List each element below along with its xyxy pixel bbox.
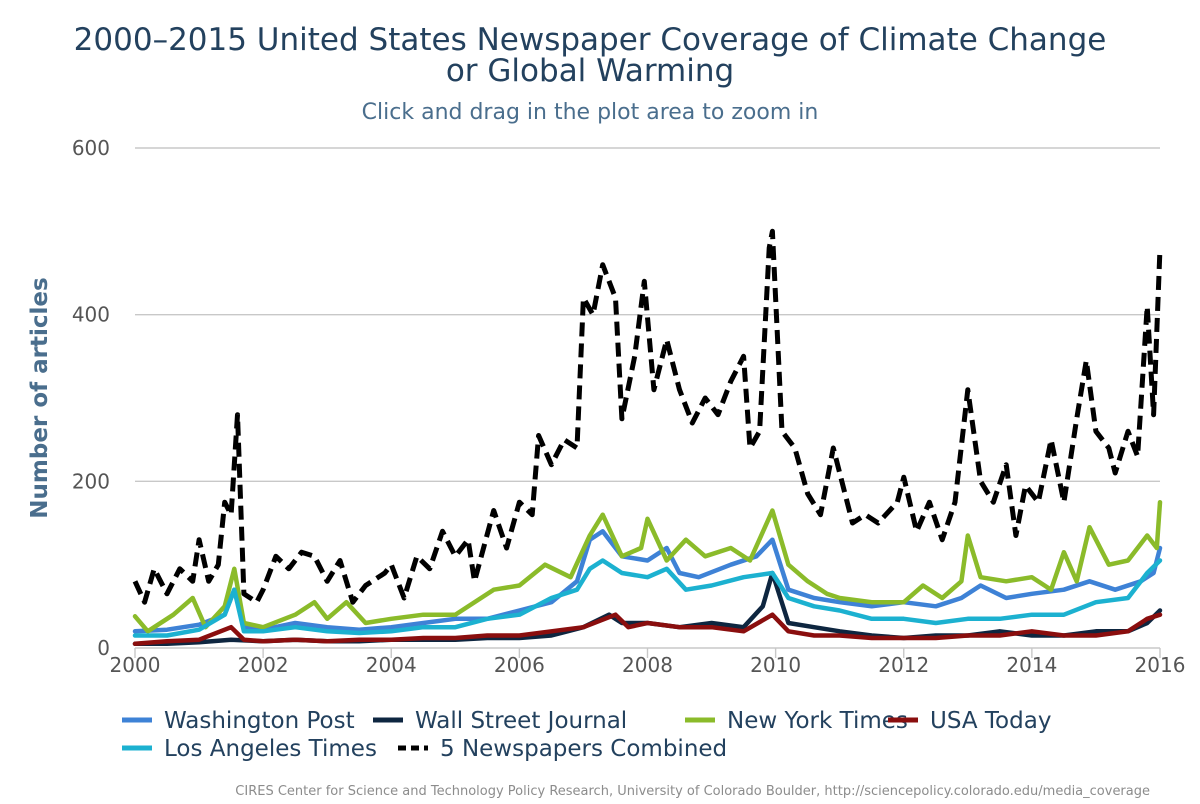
axes: 0 200 400 600 2000 2002 2004 2006 2008 2010 2012 20… <box>72 136 1186 677</box>
legend-item[interactable]: Wall Street Journal <box>373 708 627 734</box>
legend-item[interactable]: Washington Post <box>122 708 355 734</box>
grid <box>135 147 1160 483</box>
legend-item[interactable]: 5 Newspapers Combined <box>398 736 727 762</box>
x-tick-label: 2006 <box>494 653 545 677</box>
series-line-usa-today[interactable] <box>132 612 1163 647</box>
legend-label: Washington Post <box>164 708 355 734</box>
series-line-5-newspapers-combined[interactable] <box>132 228 1163 605</box>
series-line-washington-post[interactable] <box>132 529 1163 634</box>
y-tick-label: 400 <box>72 303 110 327</box>
x-tick-label: 2010 <box>750 653 801 677</box>
legend-label: New York Times <box>727 708 908 734</box>
legend-label: Los Angeles Times <box>164 736 377 762</box>
series-line-los-angeles-times[interactable] <box>132 558 1163 638</box>
x-tick-label: 2008 <box>622 653 673 677</box>
x-tick-label: 2004 <box>366 653 417 677</box>
y-tick-label: 200 <box>72 469 110 493</box>
x-tick-label: 2016 <box>1135 653 1186 677</box>
plot-series[interactable] <box>132 228 1163 647</box>
x-tick-label: 2002 <box>238 653 289 677</box>
chart-subtitle: Click and drag in the plot area to zoom … <box>362 100 819 125</box>
chart-title-line-1: 2000–2015 United States Newspaper Covera… <box>74 22 1107 58</box>
legend-item[interactable]: Los Angeles Times <box>122 736 377 762</box>
legend-label: USA Today <box>930 708 1051 734</box>
legend[interactable]: Washington Post Wall Street Journal New Yo… <box>122 708 1051 762</box>
legend-item[interactable]: New York Times <box>685 708 908 734</box>
legend-item[interactable]: USA Today <box>888 708 1051 734</box>
chart-credit[interactable]: CIRES Center for Science and Technology … <box>235 784 1150 799</box>
series-line-new-york-times[interactable] <box>132 499 1163 634</box>
y-tick-label: 0 <box>97 636 110 660</box>
y-axis-label: Number of articles <box>27 277 53 518</box>
x-tick-label: 2014 <box>1006 653 1057 677</box>
x-tick-label: 2000 <box>110 653 161 677</box>
chart-title-line-2: or Global Warming <box>446 53 734 89</box>
y-tick-label: 600 <box>72 136 110 160</box>
legend-label: 5 Newspapers Combined <box>440 736 727 762</box>
x-tick-label: 2012 <box>878 653 929 677</box>
legend-label: Wall Street Journal <box>415 708 627 734</box>
